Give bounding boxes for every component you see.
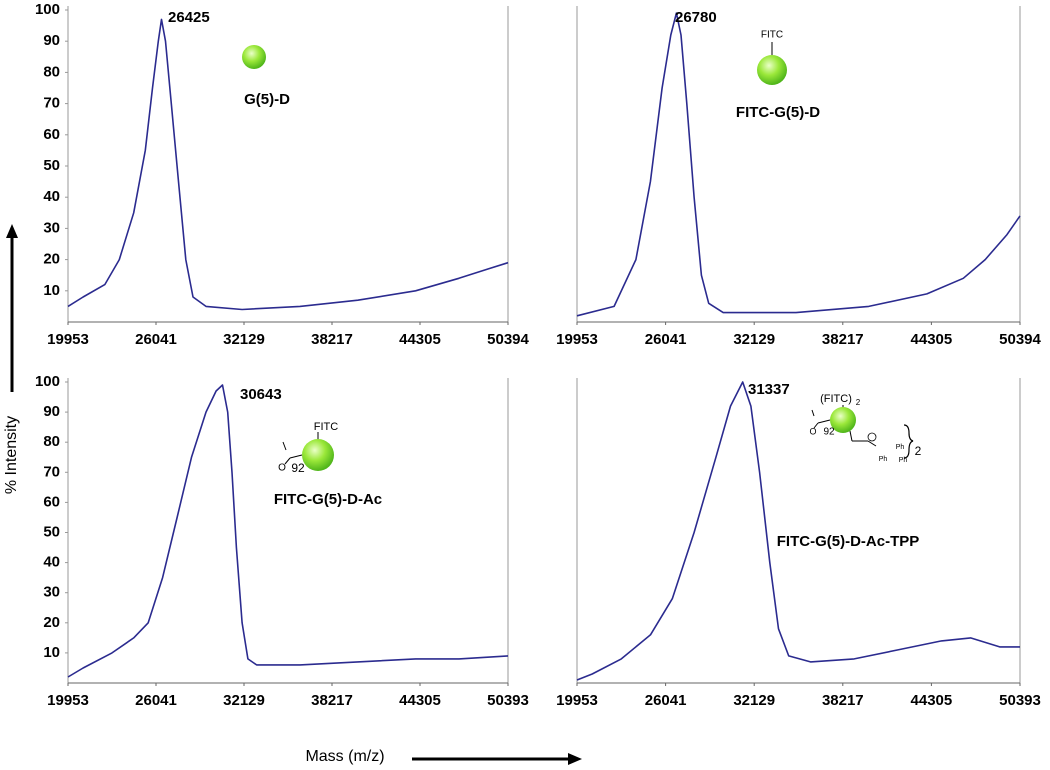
y-axis-title-group: % Intensity [3,224,20,494]
x-arrowhead [568,753,582,765]
compound-label: FITC-G(5)-D-Ac [274,491,382,508]
structure-bond [849,430,853,442]
y-tick-label: 20 [43,614,60,631]
structure-label: 92 [291,461,305,475]
structure-label: 92 [823,427,835,438]
spectrum-line [67,18,509,311]
y-tick-label: 70 [43,95,60,112]
compound-label: G(5)-D [244,91,290,108]
structure-bond [282,441,287,451]
x-tick-label: 32129 [733,331,775,348]
structure-label: FITC [314,421,338,433]
y-arrowhead [6,224,18,238]
x-tick-label: 26041 [645,331,687,348]
panel: 10 20 30 40 50 60 70 80 90 100 19953 26041 32129 3821… [35,373,529,709]
panel: 19953 26041 32129 38217 44305 50393 31337 FITC-… [556,378,1041,709]
y-tick-label: 80 [43,63,60,80]
x-tick-label: 50394 [487,331,529,348]
y-tick-label: 100 [35,373,60,390]
x-tick-label: 44305 [399,692,441,709]
y-tick-label: 30 [43,219,60,236]
x-tick-label: 44305 [399,331,441,348]
structure-bond [813,422,819,429]
structure-label: Ph [879,456,888,463]
x-axis-title-group: Mass (m/z) [305,748,582,765]
structure-label: Ph [896,444,905,451]
structure-bond [817,419,831,424]
structure-label: O [278,463,286,474]
spectrum-line [67,384,509,678]
structure-label: 2 [856,398,861,407]
y-tick-label: 90 [43,32,60,49]
x-tick-label: 38217 [311,331,353,348]
x-tick-label: 32129 [223,692,265,709]
y-tick-label: 50 [43,523,60,540]
y-tick-label: 10 [43,644,60,661]
x-tick-label: 19953 [556,692,598,709]
panel: 19953 26041 32129 38217 44305 50394 26780 FITC-… [556,6,1042,348]
y-tick-label: 20 [43,251,60,268]
x-tick-label: 26041 [645,692,687,709]
structure-bond [289,454,303,459]
x-tick-label: 50394 [999,331,1041,348]
peak-label: 26425 [168,9,210,26]
y-tick-label: 60 [43,493,60,510]
dendrimer-sphere [302,439,334,471]
spectrum-line [576,381,1020,681]
x-tick-label: 26041 [135,331,177,348]
x-tick-label: 38217 [822,331,864,348]
dendrimer-sphere [757,55,787,85]
y-tick-label: 50 [43,157,60,174]
y-tick-label: 30 [43,584,60,601]
charge-symbol [867,432,877,442]
y-tick-label: 70 [43,463,60,480]
x-tick-label: 32129 [733,692,775,709]
structure-bond [867,440,877,447]
structure-label: FITC [761,30,783,41]
structure-label: (FITC) [820,393,852,405]
peak-label: 30643 [240,386,282,403]
y-tick-label: 40 [43,188,60,205]
y-tick-label: 90 [43,403,60,420]
y-tick-label: 60 [43,126,60,143]
x-tick-label: 19953 [556,331,598,348]
peak-label: 26780 [675,9,717,26]
spectrum-line [576,12,1021,317]
structure-label: O [809,426,816,436]
dendrimer-sphere [242,45,266,69]
dendrimer-sphere [830,407,856,433]
y-tick-label: 100 [35,1,60,18]
compound-label: FITC-G(5)-D [736,104,820,121]
x-axis-title: Mass (m/z) [305,748,384,765]
peak-label: 31337 [748,381,790,398]
x-tick-label: 38217 [311,692,353,709]
y-axis-title: % Intensity [3,416,20,494]
structure-bond [284,457,291,465]
y-tick-label: 40 [43,554,60,571]
x-tick-label: 19953 [47,692,89,709]
panel: 10 20 30 40 50 60 70 80 90 100 19953 26041 32129 3821… [35,1,530,348]
x-tick-label: 44305 [911,331,953,348]
compound-label: FITC-G(5)-D-Ac-TPP [777,533,920,550]
structure-label: Ph [899,457,908,464]
x-tick-label: 50393 [999,692,1041,709]
y-tick-label: 80 [43,433,60,450]
x-tick-label: 38217 [822,692,864,709]
x-tick-label: 50393 [487,692,529,709]
structure-label: 2 [915,444,922,458]
x-tick-label: 26041 [135,692,177,709]
x-tick-label: 44305 [911,692,953,709]
y-tick-label: 10 [43,282,60,299]
brace [903,424,914,459]
structure-bond [811,409,815,417]
x-tick-label: 19953 [47,331,89,348]
x-tick-label: 32129 [223,331,265,348]
